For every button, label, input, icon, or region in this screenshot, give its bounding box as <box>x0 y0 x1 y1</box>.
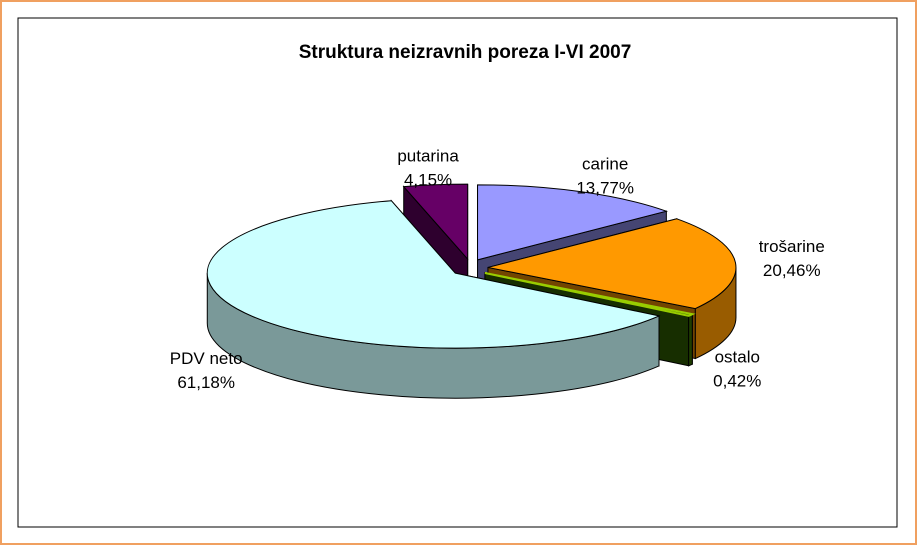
value-label: 4,15% <box>404 170 452 189</box>
data-label: putarina 4,15% <box>397 146 459 189</box>
slice <box>487 218 737 310</box>
value-label: 13,77% <box>576 178 634 197</box>
category-label: trošarine <box>759 237 825 256</box>
slice-side <box>688 313 693 367</box>
slice <box>477 184 669 261</box>
value-label: 20,46% <box>763 261 821 280</box>
category-label: putarina <box>397 146 459 165</box>
category-label: carine <box>582 154 628 173</box>
category-label: ostalo <box>715 348 760 367</box>
data-label: ostalo 0,42% <box>713 348 761 391</box>
chart-title: Struktura neizravnih poreza I-VI 2007 <box>299 42 632 63</box>
value-label: 0,42% <box>713 372 761 391</box>
slice <box>402 183 469 261</box>
value-label: 61,18% <box>177 373 235 392</box>
slice <box>484 272 696 317</box>
data-label: trošarine 20,46% <box>759 237 825 280</box>
slice <box>206 199 661 399</box>
data-label: PDV neto 61,18% <box>170 349 243 392</box>
category-label: PDV neto <box>170 349 243 368</box>
slice <box>206 200 661 349</box>
data-label: carine 13,77% <box>576 154 634 197</box>
